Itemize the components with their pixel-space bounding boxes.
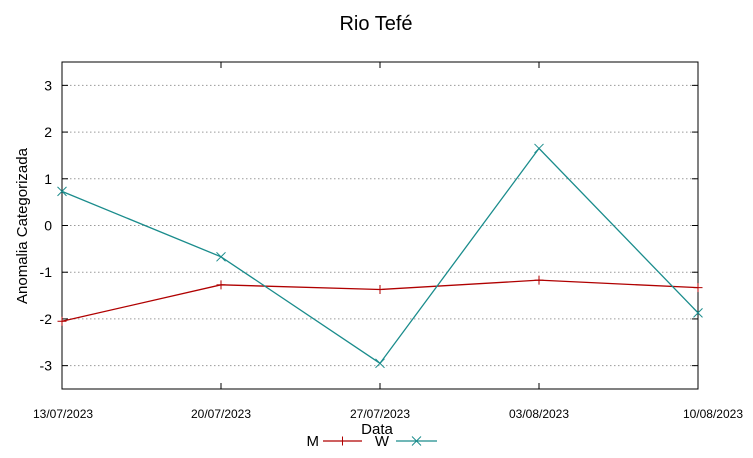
data-point-w — [57, 186, 67, 197]
legend-marker-w — [411, 436, 422, 446]
y-axis-title: Anomalia Categorizada — [14, 147, 31, 304]
legend-label-m: M — [307, 433, 320, 450]
series-group — [57, 143, 703, 369]
data-point-w — [375, 358, 385, 369]
y-tick-label: -3 — [40, 358, 53, 374]
data-point-m — [57, 316, 67, 326]
series-line-w — [61, 147, 699, 365]
y-tick-label: 0 — [44, 218, 52, 234]
data-point-w — [534, 143, 544, 154]
y-tick-label: 2 — [44, 124, 52, 140]
y-tick-label: 1 — [44, 171, 52, 187]
point-marker-w — [693, 308, 703, 318]
data-point-m — [216, 280, 226, 290]
data-point-m — [534, 275, 544, 285]
x-axis: 13/07/2023 20/07/2023 27/07/2023 03/08/2023… — [33, 62, 743, 421]
data-point-w — [693, 308, 703, 318]
point-marker-w — [57, 186, 67, 197]
x-axis-title: Data — [361, 421, 393, 438]
y-tick-label: -2 — [40, 311, 53, 327]
legend-marker-m — [338, 436, 347, 446]
legend-marker-w — [411, 436, 422, 446]
grid — [62, 84, 698, 367]
y-axis: 3 2 1 0 -1 -2 -3 — [40, 77, 698, 374]
data-point-m — [693, 283, 703, 293]
point-marker-w — [375, 358, 385, 369]
x-tick-label: 20/07/2023 — [191, 407, 251, 421]
data-point-w — [216, 251, 226, 262]
y-tick-label: 3 — [44, 77, 52, 93]
chart-title: Rio Tefé — [339, 13, 412, 35]
x-tick-label: 13/07/2023 — [33, 407, 93, 421]
x-tick-label: 27/07/2023 — [350, 407, 410, 421]
x-tick-label: 10/08/2023 — [683, 407, 743, 421]
y-tick-label: -1 — [40, 264, 53, 280]
point-marker-w — [534, 143, 544, 154]
point-marker-w — [216, 251, 226, 262]
x-tick-label: 03/08/2023 — [509, 407, 569, 421]
legend-label-w: W — [375, 433, 390, 450]
data-point-m — [375, 284, 385, 294]
